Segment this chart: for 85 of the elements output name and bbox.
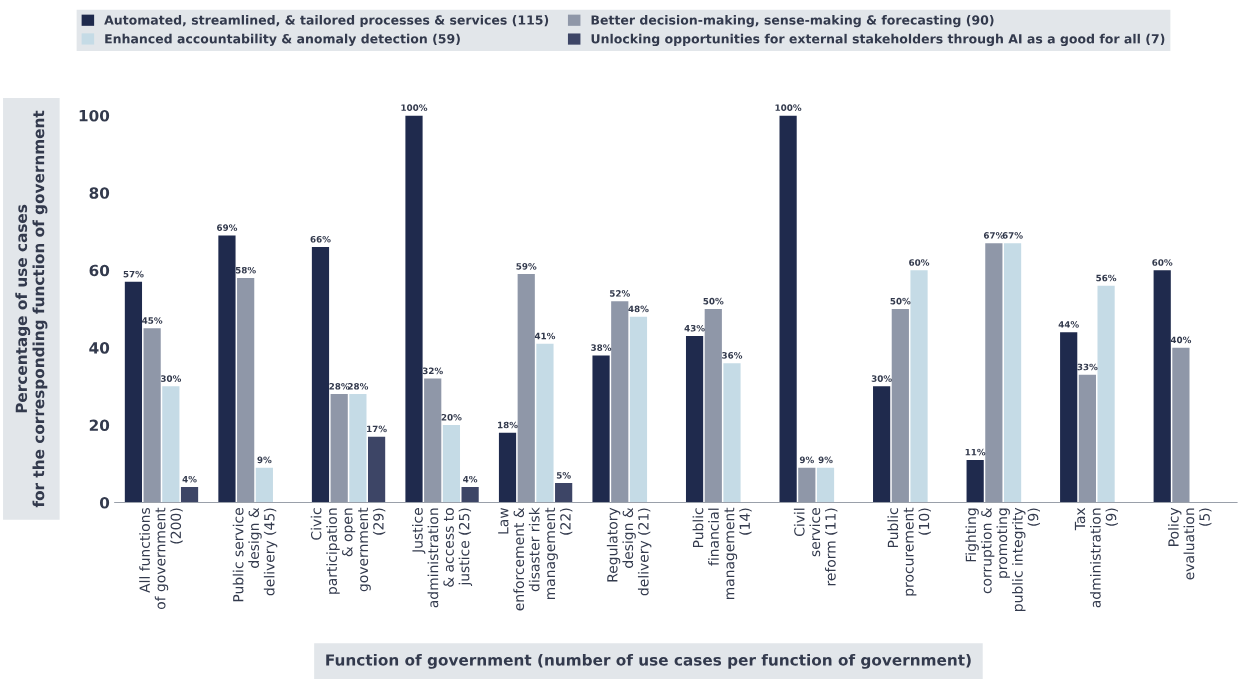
data-label: 11% [965,448,986,456]
data-label: 59% [516,263,537,270]
bar [498,432,517,503]
bar [873,386,891,503]
data-label: 9% [799,456,814,464]
legend-label: Automated, streamlined, & tailored processes & services (115) [104,15,549,28]
bar [779,115,797,503]
bar [349,394,367,503]
bar [311,247,330,503]
legend-label: Better decision-making, sense-making & forecasting (90) [591,15,994,28]
data-label: 4% [463,475,478,483]
data-label: 9% [818,456,833,464]
data-label: 18% [498,421,518,429]
data-label: 17% [367,425,387,433]
data-label: 41% [534,332,556,340]
bar [1097,285,1115,503]
x-tick-label: Regulatory design & delivery (21) [606,507,652,596]
data-label: 66% [310,235,331,243]
data-label: 38% [591,344,612,351]
data-label: 9% [257,456,272,464]
bar [255,467,273,503]
y-axis-title: Percentage of use cases for the corresponding function of government [15,110,48,508]
legend-label: Unlocking opportunities for external stakeholders through AI as a good for all (7) [591,33,1165,47]
bar [180,486,199,503]
bar [162,386,180,503]
data-label: 5% [556,472,571,479]
bar [629,316,648,503]
x-tick-label: Public procurement (10) [887,507,931,596]
legend-label: Enhanced accountability & anomaly detection (59) [105,33,460,46]
data-label: 50% [703,297,724,305]
data-label: 60% [909,259,930,266]
data-label: 44% [1058,321,1079,328]
data-label: 69% [217,224,238,231]
bar [124,281,143,503]
bar [723,363,741,503]
data-label: 57% [123,270,144,278]
bar [816,467,835,503]
x-tick-label: Fighting corruption & promoting public integrity (9) [965,507,1040,611]
x-tick-label: All functions of government (200) [139,507,183,610]
bar [218,235,236,503]
data-label: 4% [182,475,197,483]
bar [1003,243,1022,503]
bar [1060,332,1078,503]
bar [536,343,554,503]
data-label: 30% [871,375,892,382]
data-label: 60% [1152,259,1173,266]
bar [555,483,573,503]
x-tick-label: Public service design & delivery (45) [232,507,278,602]
data-label: 48% [628,305,649,313]
data-label: 33% [1077,363,1098,371]
y-tick-label: 80 [89,187,110,199]
x-tick-label: Public financial management (14) [692,507,752,600]
data-label: 52% [609,290,630,297]
y-tick-label: 60 [89,264,110,277]
x-tick-label: Justice administration & access to justice (25) [412,508,473,608]
data-label: 36% [722,352,743,359]
y-tick-label: 0 [99,496,110,509]
data-label: 30% [160,375,182,382]
y-tick-label: 40 [89,342,110,354]
bar [367,436,386,503]
y-tick-label: 20 [89,419,110,432]
x-tick-label: Civic participation & open government (29) [310,507,386,594]
x-tick-label: Tax administration (9) [1074,507,1118,608]
bar [405,115,423,503]
bar [592,355,610,503]
data-label: 43% [684,324,705,332]
data-label: 20% [441,413,462,421]
data-label: 100% [401,104,428,111]
x-tick-label: Policy evaluation (5) [1167,507,1212,580]
y-tick-label: 100 [79,109,110,122]
data-label: 56% [1096,274,1117,282]
bar [966,459,984,503]
data-label: 58% [235,266,256,274]
bar [910,270,928,503]
bar [442,425,461,503]
x-tick-label: Law enforcement & disaster risk management (22) [498,507,573,611]
x-axis-title: Function of government (number of use cases per function of government) [326,653,971,669]
x-tick-label: Civil service reform (11) [793,508,838,586]
bar [685,336,704,503]
data-label: 50% [890,297,911,305]
data-label: 32% [422,367,443,375]
data-label: 100% [775,104,802,111]
bar [1153,270,1171,503]
bar [461,486,479,503]
data-label: 45% [142,317,163,324]
